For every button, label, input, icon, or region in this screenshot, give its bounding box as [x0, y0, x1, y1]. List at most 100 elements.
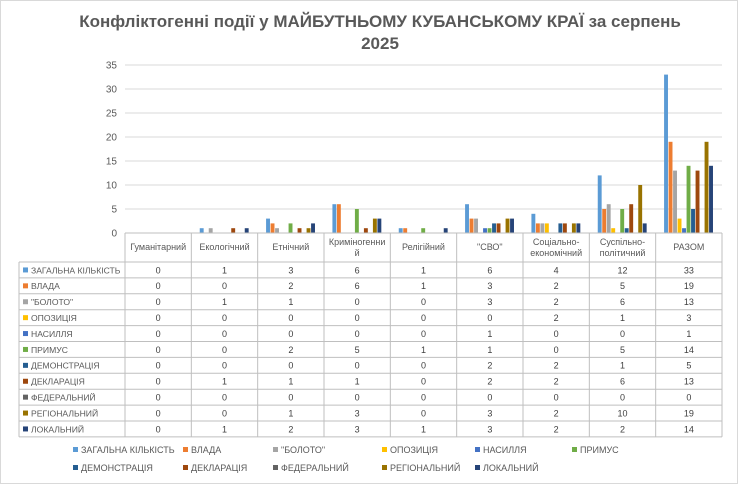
data-label: 2	[487, 361, 492, 371]
bar	[611, 228, 616, 233]
data-label: 1	[222, 377, 227, 387]
data-label: 2	[554, 313, 559, 323]
data-label: 3	[686, 313, 691, 323]
data-label: 0	[156, 424, 161, 434]
category-label: Екологічний	[199, 242, 249, 252]
data-label: 0	[222, 361, 227, 371]
data-label: 0	[421, 377, 426, 387]
bar	[492, 223, 496, 233]
data-label: 12	[617, 265, 627, 275]
bar	[709, 165, 713, 233]
data-label: 1	[421, 345, 426, 355]
series-name: ВЛАДА	[31, 281, 60, 291]
category-label: Гуманітарний	[130, 242, 186, 252]
table-legend-key	[23, 267, 28, 273]
data-label: 0	[222, 345, 227, 355]
data-label: 0	[222, 281, 227, 291]
data-label: 6	[355, 265, 360, 275]
data-label: 0	[620, 329, 625, 339]
data-label: 3	[355, 408, 360, 418]
data-label: 1	[487, 329, 492, 339]
bar	[686, 165, 691, 233]
data-label: 0	[421, 361, 426, 371]
category-label: Криміногенни	[329, 237, 386, 247]
data-label: 14	[684, 424, 694, 434]
data-label: 0	[487, 313, 492, 323]
bar	[606, 204, 611, 233]
table-legend-key	[23, 378, 28, 384]
data-label: 0	[421, 313, 426, 323]
bar	[199, 228, 204, 233]
data-label: 0	[156, 361, 161, 371]
data-label: 6	[620, 377, 625, 387]
table-legend-key	[23, 346, 28, 352]
data-label: 14	[684, 345, 694, 355]
data-label: 2	[554, 361, 559, 371]
data-label: 13	[684, 377, 694, 387]
data-label: 5	[620, 345, 625, 355]
data-label: 1	[222, 265, 227, 275]
legend-label: ЛОКАЛЬНИЙ	[483, 462, 539, 473]
data-label: 1	[421, 281, 426, 291]
data-label: 0	[222, 392, 227, 402]
bar	[704, 141, 709, 233]
data-label: 1	[487, 345, 492, 355]
data-label: 1	[620, 313, 625, 323]
category-label: Етнічний	[272, 242, 309, 252]
bar	[443, 228, 448, 233]
legend-label: ФЕДЕРАЛЬНИЙ	[281, 462, 349, 473]
data-label: 2	[288, 424, 293, 434]
bar	[505, 218, 510, 233]
category-label: й	[355, 248, 360, 258]
bar	[275, 228, 279, 233]
bar	[597, 175, 602, 233]
data-label: 1	[288, 408, 293, 418]
data-label: 2	[554, 281, 559, 291]
data-label: 1	[421, 424, 426, 434]
data-label: 2	[554, 377, 559, 387]
data-label: 2	[288, 345, 293, 355]
bar	[571, 223, 576, 233]
legend-key	[475, 447, 480, 452]
data-label: 3	[487, 424, 492, 434]
data-label: 33	[684, 265, 694, 275]
data-label: 6	[487, 265, 492, 275]
data-label: 0	[355, 392, 360, 402]
data-label: 4	[554, 265, 559, 275]
legend-key	[382, 447, 387, 452]
data-label: 0	[421, 329, 426, 339]
y-tick-label: 35	[106, 61, 118, 72]
table-legend-key	[23, 299, 28, 305]
y-tick-label: 15	[106, 157, 118, 168]
data-label: 0	[156, 265, 161, 275]
data-label: 2	[554, 297, 559, 307]
legend-key	[73, 447, 78, 452]
bar	[244, 228, 249, 233]
table-legend-key	[23, 283, 28, 289]
legend-key	[475, 465, 480, 470]
series-name: ЗАГАЛЬНА КІЛЬКІСТЬ	[31, 265, 121, 275]
data-label: 1	[222, 424, 227, 434]
table-legend-key	[23, 426, 28, 432]
data-label: 2	[554, 424, 559, 434]
legend-key	[73, 465, 78, 470]
data-label: 0	[156, 392, 161, 402]
data-label: 0	[156, 408, 161, 418]
y-tick-label: 20	[106, 133, 118, 144]
series-name: ОПОЗИЦІЯ	[31, 313, 77, 323]
series-name: ФЕДЕРАЛЬНИЙ	[31, 391, 96, 402]
bar	[398, 228, 403, 233]
bar	[638, 185, 643, 233]
bar	[377, 218, 382, 233]
bar	[496, 223, 501, 233]
data-label: 1	[222, 297, 227, 307]
data-label: 1	[421, 265, 426, 275]
series-name: ДЕКЛАРАЦІЯ	[31, 377, 85, 387]
data-label: 3	[487, 408, 492, 418]
bar	[336, 204, 341, 233]
data-label: 0	[421, 408, 426, 418]
data-label: 0	[620, 392, 625, 402]
data-label: 0	[222, 329, 227, 339]
data-label: 5	[620, 281, 625, 291]
